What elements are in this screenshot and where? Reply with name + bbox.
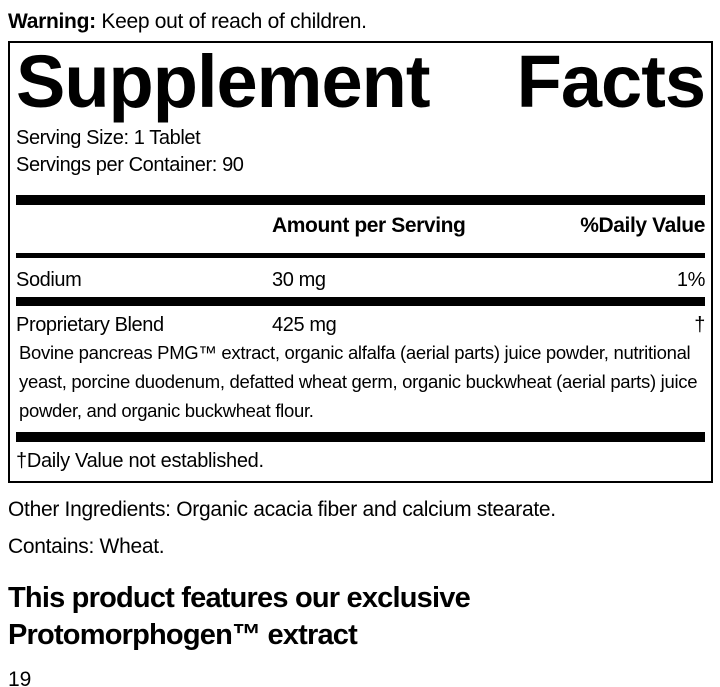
fact-row-proprietary-blend: Proprietary Blend 425 mg †	[16, 306, 705, 338]
nutrient-daily-value: †	[694, 314, 705, 336]
header-daily-value: %Daily Value	[580, 214, 705, 237]
divider-bar-thick-top	[16, 195, 705, 205]
divider-bar-medium	[16, 297, 705, 306]
nutrient-daily-value: 1%	[676, 269, 706, 291]
proprietary-blend-ingredients: Bovine pancreas PMG™ extract, organic al…	[19, 342, 698, 421]
divider-bar-thick-bottom	[16, 432, 705, 442]
supplement-facts-title: Supplement Facts	[16, 40, 706, 123]
nutrient-amount: 425 mg	[272, 314, 337, 336]
header-amount-per-serving: Amount per Serving	[272, 214, 466, 237]
warning-line: Warning: Keep out of reach of children.	[8, 9, 713, 35]
divider-bar-thin	[16, 253, 705, 258]
nutrient-amount: 30 mg	[272, 269, 326, 291]
feature-statement: This product features our exclusive Prot…	[8, 582, 471, 651]
servings-per-container: Servings per Container: 90	[16, 154, 244, 176]
contains-statement: Contains: Wheat.	[8, 535, 165, 558]
serving-size: Serving Size: 1 Tablet	[16, 127, 201, 149]
daily-value-footnote: †Daily Value not established.	[16, 450, 264, 472]
fact-row-sodium: Sodium 30 mg 1%	[16, 258, 705, 297]
facts-header-row: Amount per Serving %Daily Value	[16, 205, 705, 253]
warning-text: Keep out of reach of children.	[101, 10, 367, 33]
nutrient-name: Proprietary Blend	[16, 314, 164, 336]
nutrient-name: Sodium	[16, 269, 82, 291]
supplement-facts-panel: Supplement Facts Serving Size: 1 Tablet …	[8, 41, 713, 483]
other-ingredients: Other Ingredients: Organic acacia fiber …	[8, 498, 556, 521]
page-number: 19	[8, 668, 32, 687]
warning-label: Warning:	[8, 10, 96, 33]
